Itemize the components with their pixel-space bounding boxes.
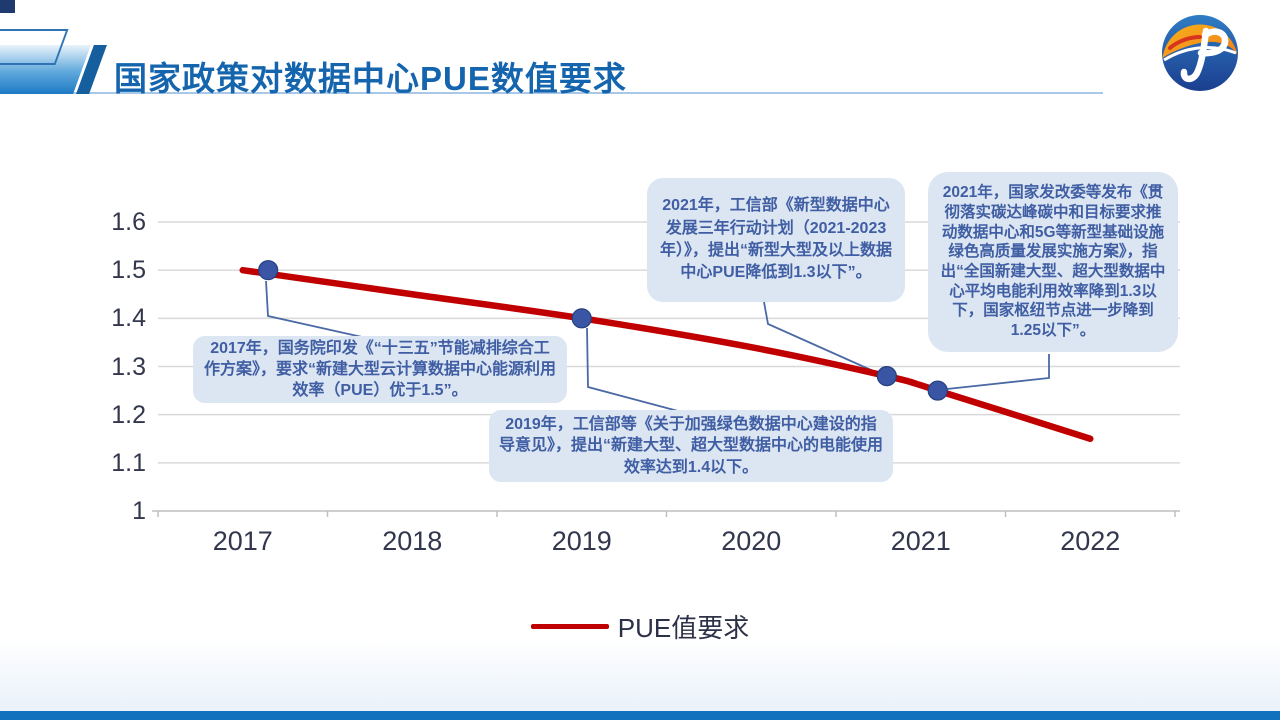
y-tick-label: 1 <box>132 497 146 525</box>
leader-line-2021-ndrc <box>946 354 1050 390</box>
footer-gradient <box>0 640 1280 711</box>
data-point <box>876 366 897 387</box>
callout-2019-miit: 2019年，工信部等《关于加强绿色数据中心建设的指导意见》，提出“新建大型、超大… <box>489 410 893 482</box>
page-title: 国家政策对数据中心PUE数值要求 <box>114 60 627 98</box>
chart-legend: PUE值要求 <box>0 608 1280 645</box>
data-point-markers <box>258 260 948 401</box>
data-point <box>258 260 279 281</box>
header-divider <box>55 92 1103 94</box>
leader-line-2019 <box>586 327 679 412</box>
y-tick-label: 1.3 <box>111 352 146 381</box>
leader-line-2021-miit <box>763 301 881 375</box>
callout-2017-state-council: 2017年，国务院印发《“十三五”节能减排综合工作方案》，要求“新建大型云计算数… <box>193 336 567 403</box>
x-tick-label: 2021 <box>890 526 951 556</box>
footer-blue-bar <box>0 711 1280 720</box>
callout-leader-lines <box>265 280 1050 412</box>
callout-text: 2017年，国务院印发《“十三五”节能减排综合工作方案》，要求“新建大型云计算数… <box>203 339 556 400</box>
legend-line-swatch <box>530 624 609 629</box>
x-tick-label: 2018 <box>382 526 443 556</box>
company-logo-icon <box>1162 15 1238 91</box>
data-point <box>571 308 592 329</box>
legend-label: PUE值要求 <box>617 613 750 643</box>
x-tick-label: 2020 <box>721 526 782 556</box>
x-tick-label: 2017 <box>212 526 273 556</box>
callout-2021-ndrc: 2021年，国家发改委等发布《贯彻落实碳达峰碳中和目标要求推动数据中心和5G等新… <box>928 172 1178 352</box>
x-axis <box>152 510 1180 517</box>
callout-text: 2019年，工信部等《关于加强绿色数据中心建设的指导意见》，提出“新建大型、超大… <box>499 416 884 476</box>
callout-2021-miit: 2021年，工信部《新型数据中心发展三年行动计划（2021-2023年）》，提出… <box>647 178 905 302</box>
y-tick-label: 1.4 <box>111 304 146 333</box>
x-tick-label: 2019 <box>551 526 612 556</box>
y-tick-label: 1.6 <box>111 208 146 236</box>
callout-text: 2021年，国家发改委等发布《贯彻落实碳达峰碳中和目标要求推动数据中心和5G等新… <box>940 184 1166 340</box>
y-tick-label: 1.2 <box>111 400 146 429</box>
y-tick-label: 1.5 <box>111 256 146 285</box>
leader-line-2017 <box>265 280 363 338</box>
corner-square-decoration <box>0 0 15 13</box>
x-tick-label: 2022 <box>1060 526 1121 556</box>
data-point <box>927 380 948 401</box>
y-tick-label: 1.1 <box>111 448 146 477</box>
callout-text: 2021年，工信部《新型数据中心发展三年行动计划（2021-2023年）》，提出… <box>659 197 892 282</box>
